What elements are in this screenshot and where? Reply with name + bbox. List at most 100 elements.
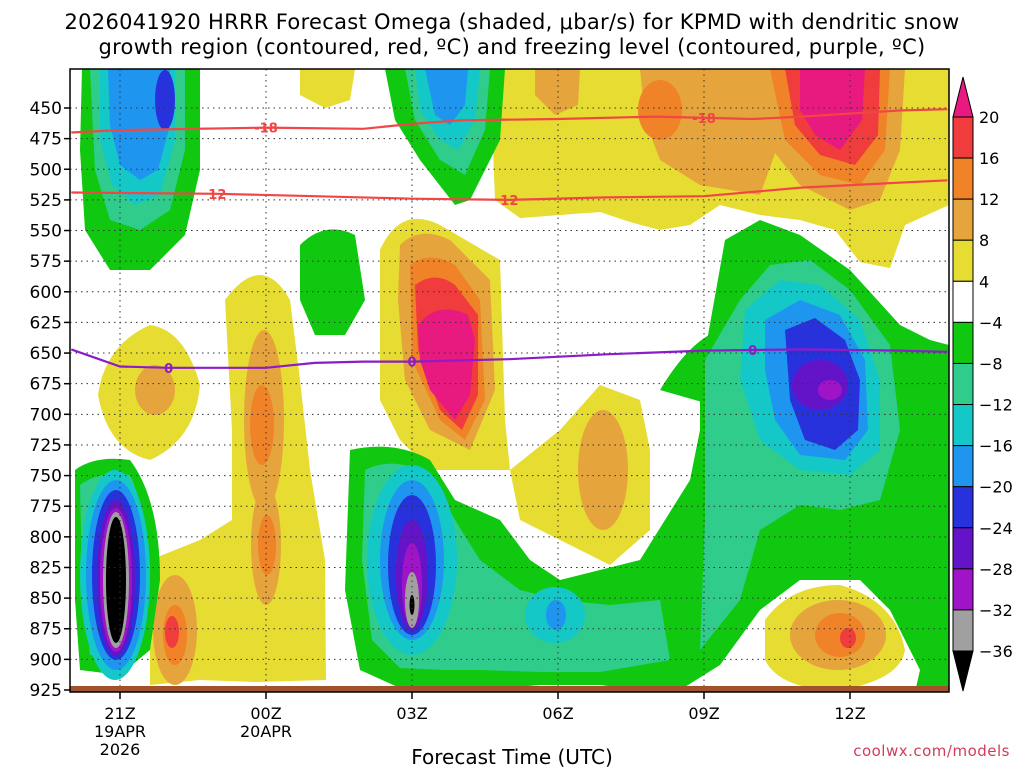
ground-surface	[70, 686, 949, 692]
positive-omega-area	[258, 515, 276, 575]
y-tick-label: 875	[30, 620, 62, 640]
colorbar-label: −28	[979, 560, 1013, 579]
contour-label: 12	[208, 188, 226, 203]
colorbar: 20 16 12 8 4 −4 −8 −12 −16 −20 −24 −28 −32 −36	[952, 76, 1013, 692]
x-tick-label: 00Z	[250, 704, 281, 723]
y-tick-label: 575	[30, 252, 62, 272]
contour-label: 12	[500, 194, 518, 209]
contour-label: 0	[748, 344, 757, 359]
colorbar-label: −36	[979, 642, 1013, 661]
y-tick-label: 525	[30, 191, 62, 211]
positive-omega-area	[815, 613, 865, 657]
colorbar-label: −16	[979, 437, 1013, 456]
colorbar-band	[952, 321, 974, 364]
y-tick-label: 675	[30, 375, 62, 395]
y-tick-label: 800	[30, 528, 62, 548]
positive-omega-area	[300, 69, 355, 108]
y-tick-label: 550	[30, 222, 62, 242]
colorbar-label: −8	[979, 354, 1003, 373]
colorbar-band	[952, 157, 974, 200]
plot-frame	[69, 68, 950, 693]
negative-omega-area	[155, 70, 175, 130]
y-tick-label: 625	[30, 313, 62, 333]
x-tick-date: 19APR	[94, 722, 146, 741]
negative-omega-area	[300, 229, 365, 335]
y-axis: 450 475 500 525 550 575 600 625 650 675 700 725 750 7…	[30, 99, 70, 701]
colorbar-label: 16	[979, 149, 999, 168]
colorbar-band	[952, 116, 974, 159]
contour-label: -18	[692, 112, 716, 127]
colorbar-bottom-arrow	[952, 650, 974, 692]
y-tick-label: 600	[30, 283, 62, 303]
temperature-contours: -18 -18 12 12 0 0 0	[70, 108, 948, 377]
x-axis-title: Forecast Time (UTC)	[411, 745, 613, 769]
colorbar-band	[952, 362, 974, 406]
x-tick-year: 2026	[100, 740, 141, 759]
x-tick-label: 12Z	[834, 704, 865, 723]
y-tick-label: 850	[30, 589, 62, 609]
positive-omega-area	[418, 309, 475, 420]
y-tick-label: 450	[30, 99, 62, 119]
colorbar-band	[952, 445, 974, 488]
colorbar-label: 20	[979, 108, 999, 127]
negative-omega-area	[106, 517, 126, 643]
negative-omega-area	[915, 655, 949, 692]
site-credit[interactable]: coolwx.com/models	[853, 742, 1010, 760]
positive-omega-area	[638, 80, 682, 140]
colorbar-band	[952, 609, 974, 652]
y-tick-label: 650	[30, 344, 62, 364]
y-tick-label: 925	[30, 681, 62, 701]
x-tick-label: 21Z	[104, 704, 135, 723]
negative-omega-area	[546, 600, 566, 630]
positive-omega-area	[800, 69, 865, 150]
y-tick-label: 825	[30, 558, 62, 578]
colorbar-band	[952, 239, 974, 282]
positive-omega-area	[578, 410, 628, 530]
contour-label: 0	[164, 362, 173, 377]
y-tick-label: 700	[30, 405, 62, 425]
colorbar-band	[952, 568, 974, 611]
chart-title-line-2: growth region (contoured, red, ºC) and f…	[98, 35, 926, 59]
x-tick-date: 20APR	[240, 722, 292, 741]
negative-omega-area	[108, 69, 170, 180]
grid-lines	[70, 69, 949, 692]
y-tick-label: 750	[30, 467, 62, 487]
contour-line	[70, 348, 948, 369]
x-tick-label: 06Z	[542, 704, 573, 723]
positive-omega-area	[150, 275, 326, 685]
colorbar-label: −24	[979, 519, 1013, 538]
colorbar-label: −4	[979, 313, 1003, 332]
chart-title-line-1: 2026041920 HRRR Forecast Omega (shaded, …	[64, 10, 960, 34]
colorbar-band	[952, 486, 974, 529]
colorbar-label: −20	[979, 478, 1013, 497]
colorbar-band	[952, 280, 974, 323]
negative-omega-area	[818, 380, 842, 400]
colorbar-band	[952, 404, 974, 447]
colorbar-label: −12	[979, 396, 1013, 415]
positive-omega-area	[250, 385, 274, 465]
colorbar-label: 8	[979, 231, 989, 250]
y-tick-label: 900	[30, 650, 62, 670]
y-tick-label: 500	[30, 160, 62, 180]
y-tick-label: 475	[30, 130, 62, 150]
contour-label: -18	[254, 122, 278, 137]
negative-omega-area	[409, 595, 415, 615]
x-tick-label: 09Z	[688, 704, 719, 723]
colorbar-label: 4	[979, 272, 989, 291]
colorbar-label: 12	[979, 190, 999, 209]
contour-line	[71, 179, 948, 202]
negative-omega-area	[425, 69, 468, 125]
contour-line	[71, 108, 948, 134]
contour-label: 0	[407, 356, 416, 371]
positive-omega-area	[165, 616, 179, 648]
colorbar-label: −32	[979, 601, 1013, 620]
colorbar-band	[952, 198, 974, 241]
positive-omega-area	[840, 628, 856, 648]
positive-omega-area	[135, 365, 175, 415]
x-tick-label: 03Z	[396, 704, 427, 723]
y-tick-label: 775	[30, 497, 62, 517]
ground-strip	[70, 686, 949, 692]
colorbar-band	[952, 527, 974, 570]
